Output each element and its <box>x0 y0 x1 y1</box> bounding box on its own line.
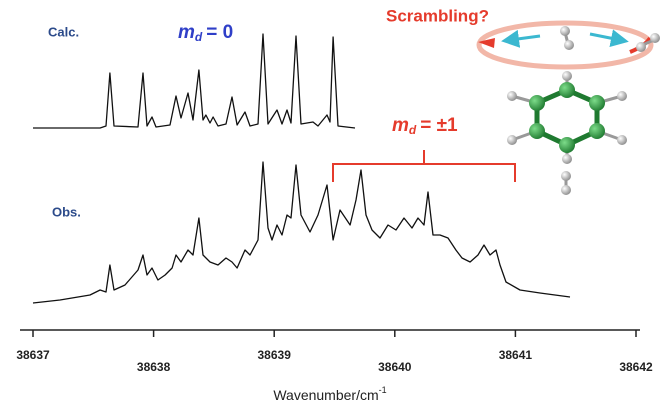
x-tick-label: 38641 <box>499 348 533 362</box>
h2-molecule <box>561 171 571 195</box>
obs-label: Obs. <box>52 204 81 219</box>
x-tick-label: 38638 <box>137 360 171 374</box>
md-pm1-label: md = ±1 <box>392 115 458 137</box>
x-tick-label: 38639 <box>258 348 292 362</box>
md-zero-label: md = 0 <box>178 22 233 44</box>
benzene <box>507 71 627 164</box>
x-tick-label: 38637 <box>16 348 50 362</box>
x-tick-label: 38642 <box>619 360 653 374</box>
spectrum-line <box>33 33 356 129</box>
spectrum-line <box>32 161 571 304</box>
scrambling-label: Scrambling? <box>386 6 489 25</box>
bracket <box>332 150 516 182</box>
calc-label: Calc. <box>48 24 79 39</box>
x-tick-label: 38640 <box>378 360 412 374</box>
scrambling-diagram <box>476 20 660 70</box>
x-axis-label: Wavenumber/cm-1 <box>273 385 386 402</box>
